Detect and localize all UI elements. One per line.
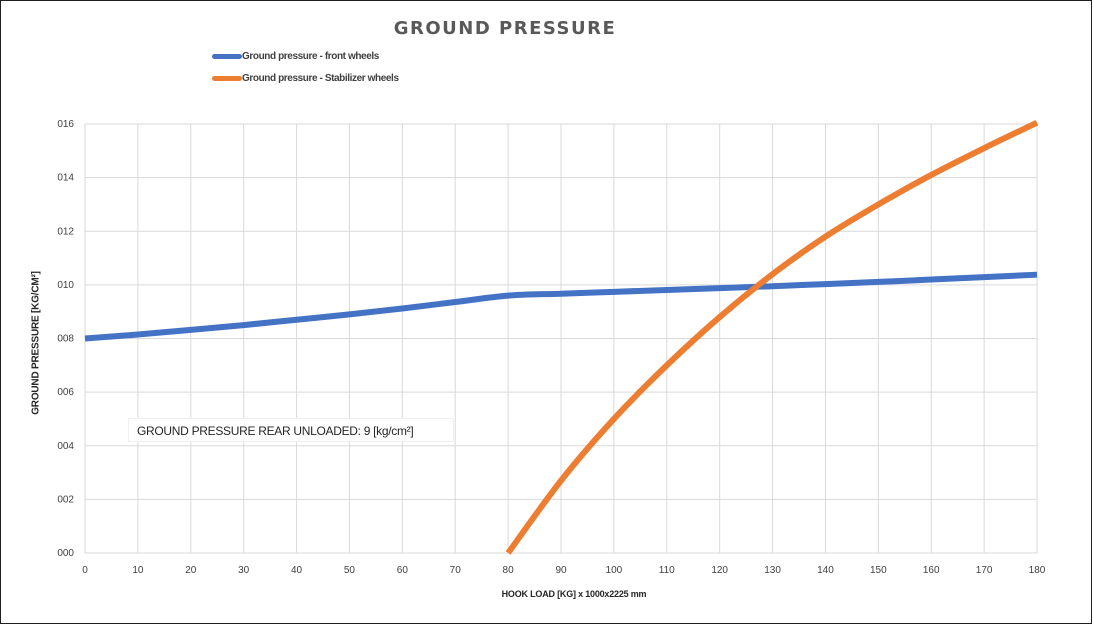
x-tick-label: 150 bbox=[870, 565, 887, 576]
y-tick-label: 000 bbox=[57, 548, 74, 559]
x-tick-label: 120 bbox=[711, 565, 728, 576]
y-tick-label: 012 bbox=[57, 226, 74, 237]
x-axis-label: HOOK LOAD [KG] x 1000x2225 mm bbox=[501, 589, 647, 599]
x-tick-label: 50 bbox=[344, 565, 356, 576]
y-tick-label: 014 bbox=[57, 173, 74, 184]
x-tick-label: 180 bbox=[1029, 565, 1046, 576]
y-tick-label: 004 bbox=[57, 441, 74, 452]
x-tick-label: 110 bbox=[659, 565, 675, 576]
x-tick-label: 0 bbox=[82, 565, 88, 576]
legend-item-front-wheels: Ground pressure - front wheels bbox=[212, 51, 379, 62]
y-tick-label: 008 bbox=[57, 334, 74, 345]
x-tick-label: 40 bbox=[291, 565, 303, 576]
legend-label-front-wheels: Ground pressure - front wheels bbox=[242, 51, 379, 62]
y-axis-label: GROUND PRESSURE [KG/CM²] bbox=[30, 271, 42, 415]
x-tick-label: 100 bbox=[606, 565, 623, 576]
x-tick-label: 80 bbox=[503, 565, 515, 576]
series-line-front-wheels bbox=[84, 271, 1038, 342]
x-tick-label: 20 bbox=[185, 565, 197, 576]
x-tick-label: 30 bbox=[238, 565, 250, 576]
legend-swatch-front-wheels bbox=[212, 54, 242, 59]
x-tick-label: 170 bbox=[976, 565, 993, 576]
legend-swatch-stabilizer-wheels bbox=[212, 76, 242, 81]
chart-title: GROUND PRESSURE bbox=[393, 18, 617, 39]
y-tick-label: 010 bbox=[57, 280, 74, 291]
x-tick-label: 130 bbox=[764, 565, 781, 576]
x-tick-label: 10 bbox=[132, 565, 144, 576]
annotation-rear-unloaded: GROUND PRESSURE REAR UNLOADED: 9 [kg/cm²… bbox=[128, 418, 454, 442]
y-tick-label: 016 bbox=[57, 119, 74, 130]
x-tick-label: 70 bbox=[450, 565, 462, 576]
x-tick-label: 90 bbox=[555, 565, 567, 576]
x-tick-label: 160 bbox=[923, 565, 940, 576]
series-line-stabilizer-wheels bbox=[505, 119, 1039, 555]
x-tick-label: 60 bbox=[397, 565, 409, 576]
legend-item-stabilizer-wheels: Ground pressure - Stabilizer wheels bbox=[212, 73, 399, 84]
y-tick-label: 006 bbox=[57, 387, 74, 398]
y-tick-label: 002 bbox=[57, 494, 74, 505]
legend-label-stabilizer-wheels: Ground pressure - Stabilizer wheels bbox=[242, 73, 399, 84]
x-tick-label: 140 bbox=[817, 565, 834, 576]
